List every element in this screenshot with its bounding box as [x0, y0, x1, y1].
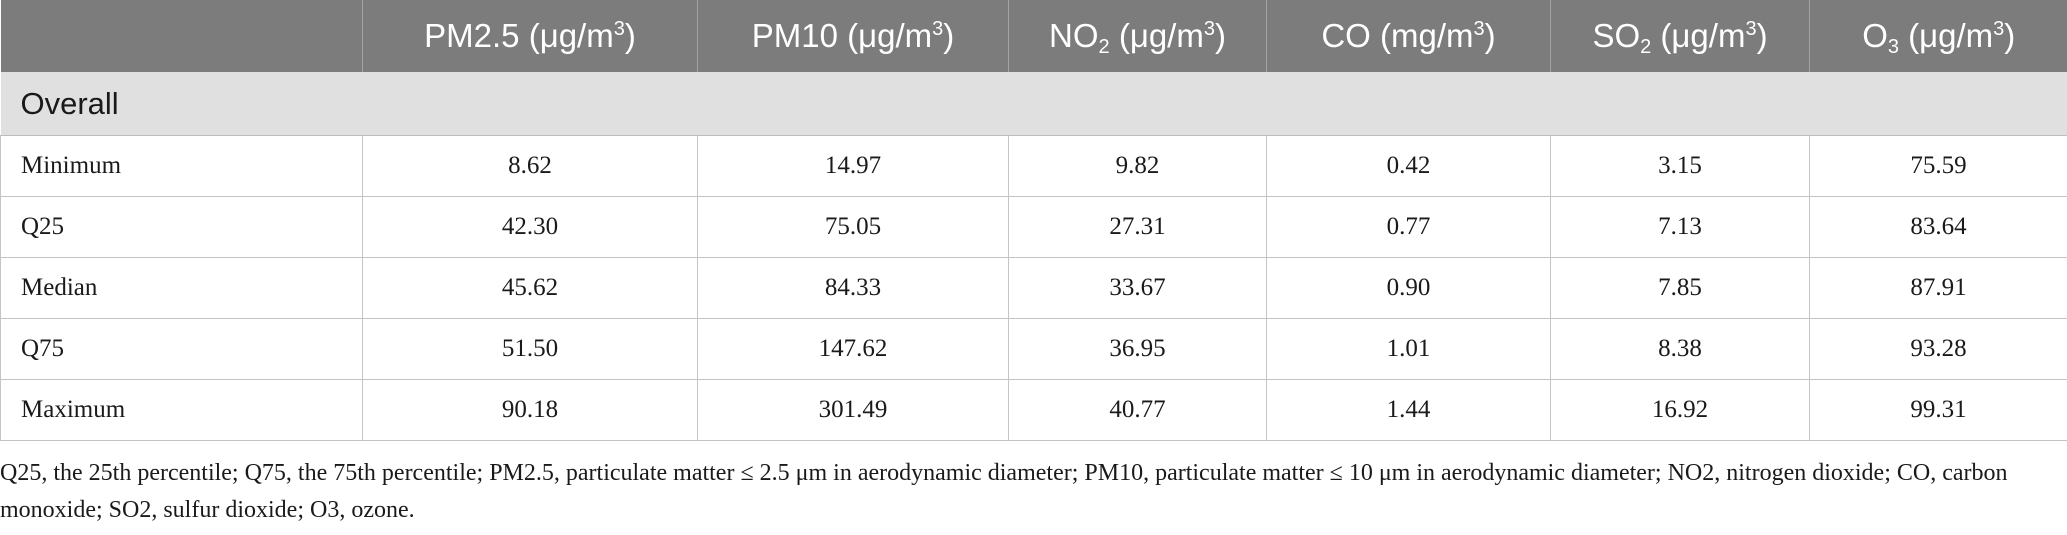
row-label: Q25 [0, 196, 363, 258]
cell-value: 8.38 [1550, 318, 1810, 380]
cell-value: 147.62 [697, 318, 1009, 380]
header-cell-o3: O3 (μg/m3) [1809, 0, 2067, 72]
cell-value: 36.95 [1008, 318, 1267, 380]
cell-value: 83.64 [1809, 196, 2067, 258]
cell-value: 27.31 [1008, 196, 1267, 258]
cell-value: 0.77 [1266, 196, 1551, 258]
table-row: Median 45.62 84.33 33.67 0.90 7.85 87.91 [0, 257, 2067, 319]
section-label: Overall [0, 72, 2067, 136]
cell-value: 7.13 [1550, 196, 1810, 258]
row-label: Median [0, 257, 363, 319]
cell-value: 0.90 [1266, 257, 1551, 319]
cell-value: 1.01 [1266, 318, 1551, 380]
header-cell-no2: NO2 (μg/m3) [1008, 0, 1267, 72]
table-row: Maximum 90.18 301.49 40.77 1.44 16.92 99… [0, 379, 2067, 441]
cell-value: 14.97 [697, 135, 1009, 197]
cell-value: 45.62 [362, 257, 698, 319]
table-row: Q25 42.30 75.05 27.31 0.77 7.13 83.64 [0, 196, 2067, 258]
cell-value: 87.91 [1809, 257, 2067, 319]
header-cell-pm25: PM2.5 (μg/m3) [362, 0, 698, 72]
cell-value: 1.44 [1266, 379, 1551, 441]
cell-value: 7.85 [1550, 257, 1810, 319]
section-row: Overall [0, 72, 2067, 136]
cell-value: 42.30 [362, 196, 698, 258]
header-cell-co: CO (mg/m3) [1266, 0, 1551, 72]
cell-value: 16.92 [1550, 379, 1810, 441]
cell-value: 0.42 [1266, 135, 1551, 197]
cell-value: 40.77 [1008, 379, 1267, 441]
header-cell-pm10: PM10 (μg/m3) [697, 0, 1009, 72]
pollutant-summary-table: PM2.5 (μg/m3) PM10 (μg/m3) NO2 (μg/m3) C… [0, 0, 2067, 441]
table-footnote: Q25, the 25th percentile; Q75, the 75th … [0, 460, 2008, 523]
cell-value: 301.49 [697, 379, 1009, 441]
cell-value: 84.33 [697, 257, 1009, 319]
cell-value: 3.15 [1550, 135, 1810, 197]
header-row: PM2.5 (μg/m3) PM10 (μg/m3) NO2 (μg/m3) C… [0, 0, 2067, 72]
table-row: Minimum 8.62 14.97 9.82 0.42 3.15 75.59 [0, 135, 2067, 197]
table-row: Q75 51.50 147.62 36.95 1.01 8.38 93.28 [0, 318, 2067, 380]
header-cell-blank [0, 0, 363, 72]
cell-value: 90.18 [362, 379, 698, 441]
row-label: Maximum [0, 379, 363, 441]
table-header: PM2.5 (μg/m3) PM10 (μg/m3) NO2 (μg/m3) C… [0, 0, 2067, 72]
cell-value: 93.28 [1809, 318, 2067, 380]
cell-value: 75.59 [1809, 135, 2067, 197]
header-cell-so2: SO2 (μg/m3) [1550, 0, 1810, 72]
cell-value: 75.05 [697, 196, 1009, 258]
cell-value: 51.50 [362, 318, 698, 380]
cell-value: 33.67 [1008, 257, 1267, 319]
row-label: Minimum [0, 135, 363, 197]
cell-value: 8.62 [362, 135, 698, 197]
table-body: Overall Minimum 8.62 14.97 9.82 0.42 3.1… [0, 72, 2067, 441]
cell-value: 99.31 [1809, 379, 2067, 441]
row-label: Q75 [0, 318, 363, 380]
cell-value: 9.82 [1008, 135, 1267, 197]
